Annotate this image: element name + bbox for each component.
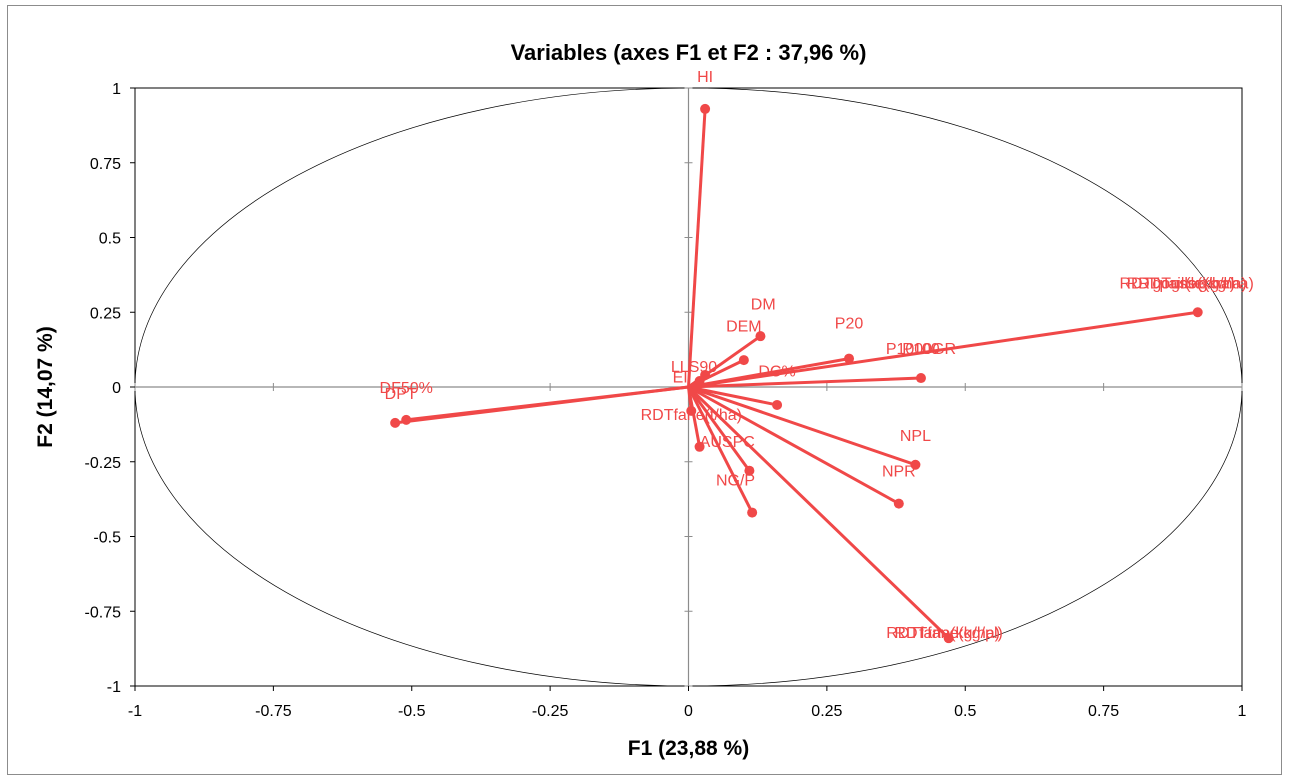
variable-vector bbox=[688, 376, 922, 389]
y-tick-label: 0.5 bbox=[99, 231, 121, 248]
variable-vector bbox=[687, 385, 950, 640]
variable-label: DEM bbox=[726, 319, 762, 336]
y-tick-label: -0.25 bbox=[85, 455, 122, 472]
variable-point bbox=[738, 355, 749, 366]
variable-point bbox=[700, 103, 711, 114]
variable-vector bbox=[687, 386, 754, 514]
x-tick-label: 1 bbox=[1238, 703, 1247, 720]
variable-label: EI bbox=[673, 370, 688, 387]
pca-correlation-chart: Variables (axes F1 et F2 : 37,96 %) F1 (… bbox=[34, 40, 1254, 760]
variable-point bbox=[893, 498, 904, 509]
variable-label: P100 bbox=[902, 341, 939, 358]
x-tick-label: 0.25 bbox=[811, 703, 842, 720]
y-tick-label: -1 bbox=[107, 679, 121, 696]
variable-label: NPR bbox=[882, 464, 916, 481]
variable-point bbox=[390, 417, 401, 428]
variable-point bbox=[943, 633, 954, 644]
variable-vector bbox=[687, 385, 900, 505]
variable-label: RDTgousse(kg/ha) bbox=[1120, 275, 1254, 292]
variable-point bbox=[694, 441, 705, 452]
y-tick-label: 0.25 bbox=[90, 305, 121, 322]
variable-label: DF50% bbox=[380, 380, 433, 397]
variable-point bbox=[755, 331, 766, 342]
variable-label: AUSPC bbox=[700, 434, 755, 451]
variable-label: RDTpaille(kg/ha) bbox=[1127, 275, 1247, 292]
x-tick-label: -0.75 bbox=[255, 703, 292, 720]
variable-point bbox=[772, 399, 783, 410]
variable-point bbox=[1192, 307, 1203, 318]
chart-title: Variables (axes F1 et F2 : 37,96 %) bbox=[511, 40, 867, 65]
variable-label: P1000GR bbox=[886, 341, 956, 358]
variable-point bbox=[844, 353, 855, 364]
variable-vector bbox=[687, 386, 751, 472]
y-tick-label: 1 bbox=[112, 81, 121, 98]
x-tick-label: 0.75 bbox=[1088, 703, 1119, 720]
variable-label: RDTfane(kg/pl) bbox=[894, 625, 1002, 642]
variable-label: RDTfane(kg/ha) bbox=[886, 625, 1000, 642]
x-tick-label: -0.25 bbox=[532, 703, 569, 720]
variable-vector bbox=[687, 108, 707, 388]
variable-point bbox=[915, 373, 926, 384]
variable-point bbox=[910, 459, 921, 470]
x-tick-label: -1 bbox=[128, 703, 142, 720]
variable-label: NPL bbox=[900, 428, 931, 445]
x-tick-label: -0.5 bbox=[398, 703, 426, 720]
y-tick-label: -0.75 bbox=[85, 604, 122, 621]
chart-frame: Variables (axes F1 et F2 : 37,96 %) F1 (… bbox=[7, 5, 1282, 775]
variable-label: P20 bbox=[835, 316, 864, 333]
variable-label: DC% bbox=[758, 364, 795, 381]
variable-point bbox=[744, 465, 755, 476]
y-tick-label: 0.75 bbox=[90, 156, 121, 173]
variable-label: DPT bbox=[385, 386, 417, 403]
variable-vector bbox=[687, 386, 702, 448]
variable-vector bbox=[688, 385, 916, 467]
variable-point bbox=[694, 376, 705, 387]
y-tick-label: -0.5 bbox=[93, 530, 121, 547]
variable-vector bbox=[394, 385, 689, 425]
x-axis-title: F1 (23,88 %) bbox=[628, 737, 749, 760]
y-axis-title: F2 (14,07 %) bbox=[34, 326, 57, 447]
variable-vector bbox=[688, 385, 778, 407]
variable-label: DM bbox=[751, 296, 776, 313]
x-tick-label: 0.5 bbox=[954, 703, 976, 720]
variable-label: LLS90 bbox=[671, 359, 717, 376]
variable-label: RDTfane(t/ha) bbox=[641, 407, 742, 424]
variable-label: RDTgr(kg/ha) bbox=[1138, 275, 1235, 292]
y-tick-label: 0 bbox=[112, 380, 121, 397]
variable-point bbox=[747, 507, 758, 518]
variable-label: NG/P bbox=[716, 473, 755, 490]
variable-vector bbox=[688, 310, 1198, 389]
x-tick-label: 0 bbox=[684, 703, 693, 720]
plot-area: -1 1 -0.75 0.75 -0.5 0.5 -0.25 0.25 0 0 0.25 -0.25 0… bbox=[85, 69, 1254, 720]
variable-label: HI bbox=[697, 69, 713, 86]
